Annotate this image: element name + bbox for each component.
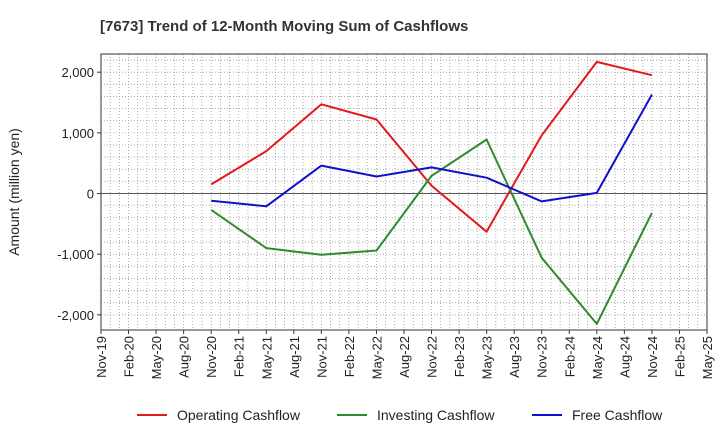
x-tick-label: Feb-22 <box>342 336 357 377</box>
x-tick-label: Feb-20 <box>122 336 137 377</box>
y-tick-label: 2,000 <box>61 65 94 80</box>
y-tick-label: -1,000 <box>57 247 94 262</box>
x-tick-label: Nov-24 <box>645 336 660 378</box>
y-tick-label: 0 <box>87 187 94 202</box>
x-tick-label: Nov-20 <box>204 336 219 378</box>
x-tick-label: May-20 <box>149 336 164 379</box>
x-tick-label: Nov-22 <box>425 336 440 378</box>
x-tick-label: Nov-21 <box>314 336 329 378</box>
x-tick-label: May-24 <box>590 336 605 379</box>
x-tick-label: Aug-22 <box>397 336 412 378</box>
x-tick-label: Aug-24 <box>617 336 632 378</box>
grid <box>101 54 707 330</box>
legend: Operating Cashflow Investing Cashflow Free… <box>137 407 663 423</box>
x-tick-label: May-21 <box>259 336 274 379</box>
legend-label: Operating Cashflow <box>177 407 301 423</box>
x-tick-label: Feb-21 <box>232 336 247 377</box>
x-tick-label: Aug-20 <box>177 336 192 378</box>
x-tick-label: Nov-19 <box>94 336 109 378</box>
x-tick-label: Feb-23 <box>452 336 467 377</box>
x-tick-label: May-23 <box>480 336 495 379</box>
series-line-free-cashflow <box>211 94 653 208</box>
series-line-investing-cashflow <box>210 138 653 325</box>
x-tick-label: Feb-25 <box>672 336 687 377</box>
y-tick-label: -2,000 <box>57 308 94 323</box>
y-tick-label: 1,000 <box>61 126 94 141</box>
chart-title: [7673] Trend of 12-Month Moving Sum of C… <box>100 18 468 35</box>
x-tick-label: May-22 <box>369 336 384 379</box>
legend-label: Investing Cashflow <box>377 407 495 423</box>
y-tick-labels: 2,000 1,000 0 -1,000 -2,000 <box>57 65 101 323</box>
series-lines <box>210 60 653 325</box>
x-tick-label: Aug-21 <box>287 336 302 378</box>
y-axis-label: Amount (million yen) <box>6 128 22 256</box>
x-tick-label: May-25 <box>700 336 715 379</box>
x-tick-label: Nov-23 <box>535 336 550 378</box>
x-tick-labels: Nov-19 Feb-20 May-20 Aug-20 Nov-20 Feb-21 May-… <box>94 330 715 379</box>
x-tick-label: Feb-24 <box>562 336 577 377</box>
legend-label: Free Cashflow <box>572 407 663 423</box>
x-tick-label: Aug-23 <box>507 336 522 378</box>
series-line-operating-cashflow <box>210 60 653 233</box>
